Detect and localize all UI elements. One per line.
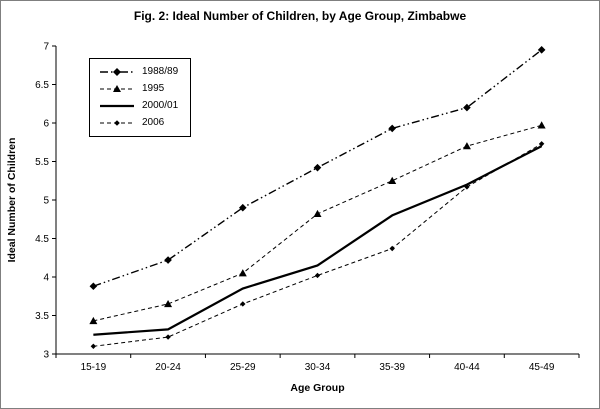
legend-label: 1995 (142, 83, 165, 94)
y-tick-label: 5 (43, 196, 49, 207)
x-tick-label: 20-24 (155, 362, 181, 373)
diamond-marker-icon (113, 68, 121, 76)
x-tick-label: 45-49 (529, 362, 555, 373)
series-1995 (89, 121, 546, 325)
x-tick-label: 30-34 (305, 362, 331, 373)
legend-entry-2000-01: 2000/01 (99, 100, 178, 112)
legend-label: 2006 (142, 117, 165, 128)
legend-line-sample-dashed-small (100, 120, 134, 126)
y-tick-label: 6.5 (35, 80, 49, 91)
y-tick-label: 4.5 (35, 234, 49, 245)
legend-line-sample-dash-dot-dot (100, 68, 134, 76)
legend-label: 2000/01 (142, 100, 179, 111)
y-tick-label: 4 (43, 273, 49, 284)
series-2000-01 (93, 145, 543, 336)
y-tick-label: 7 (43, 42, 49, 53)
y-tick-label: 5.5 (35, 157, 49, 168)
legend-entry-1995: 1995 (99, 83, 178, 95)
small-diamond-marker-icon (114, 120, 120, 126)
x-tick-label: 40-44 (454, 362, 480, 373)
legend-entry-1988-89: 1988/89 (99, 66, 178, 78)
x-axis-title: Age Group (290, 382, 344, 394)
chart-legend: 1988/89 1995 2000/01 2006 (89, 58, 192, 137)
legend-line-sample-dashed (100, 85, 134, 92)
legend-label: 1988/89 (142, 66, 179, 77)
x-tick-label: 35-39 (379, 362, 405, 373)
legend-line-sample-solid (100, 104, 134, 108)
y-tick-label: 3 (43, 350, 49, 361)
x-tick-label: 15-19 (81, 362, 107, 373)
chart-title: Fig. 2: Ideal Number of Children, by Age… (133, 9, 467, 23)
y-axis-title: Ideal Number of Children (6, 138, 18, 263)
y-tick-label: 6 (43, 119, 49, 130)
triangle-marker-icon (113, 85, 121, 92)
axes: 3 3.5 4 4.5 5 5.5 6 6.5 7 15-19 20-24 25-29 30-34 35-… (35, 42, 580, 373)
series-2006 (90, 141, 545, 349)
series-1988-89 (89, 46, 546, 291)
x-tick-label: 25-29 (230, 362, 256, 373)
legend-entry-2006: 2006 (99, 117, 178, 129)
y-tick-label: 3.5 (35, 311, 49, 322)
